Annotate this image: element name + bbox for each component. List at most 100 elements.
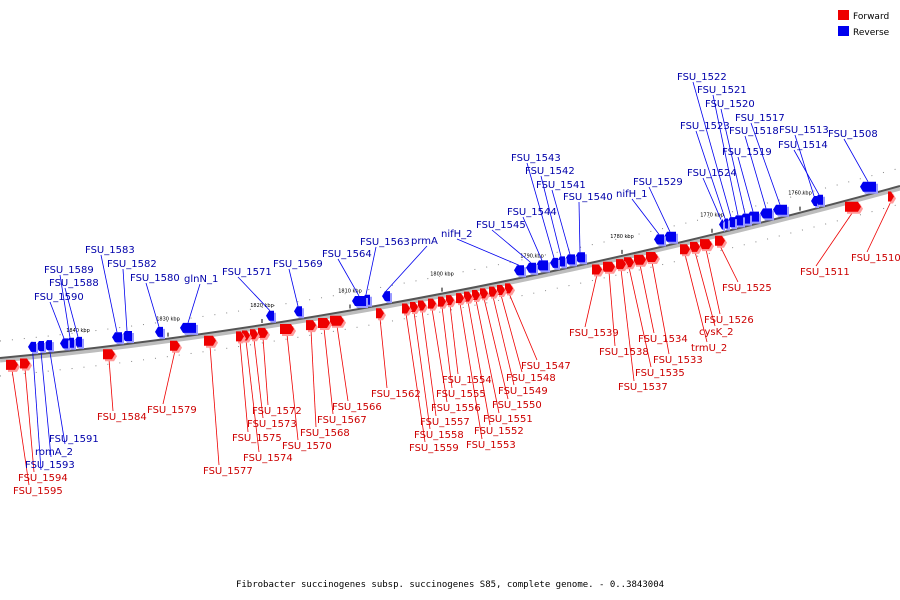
label-fsu-1543[interactable]: FSU_1543 xyxy=(511,153,561,164)
gene-fsu-1568[interactable] xyxy=(306,320,316,331)
label-fsu-1542[interactable]: FSU_1542 xyxy=(525,166,575,177)
gene-fsu-1571[interactable] xyxy=(266,310,274,321)
gene-fsu-1593[interactable] xyxy=(28,341,36,352)
gene-fsu-1539[interactable] xyxy=(592,264,602,275)
label-fsu-1569[interactable]: FSU_1569 xyxy=(273,259,323,270)
label-fsu-1571[interactable]: FSU_1571 xyxy=(222,267,272,278)
gene-fsu-1525[interactable] xyxy=(715,235,725,246)
label-fsu-1595[interactable]: FSU_1595 xyxy=(13,486,63,497)
gene-fsu-1549[interactable] xyxy=(489,286,497,297)
gene-fsu-1595[interactable] xyxy=(6,359,18,370)
gene-fsu-1543[interactable] xyxy=(550,257,558,268)
label-fsu-1567[interactable]: FSU_1567 xyxy=(317,415,367,426)
gene-fsu-1524[interactable] xyxy=(719,219,723,230)
gene-prma[interactable] xyxy=(382,291,390,302)
gene-fsu-1579[interactable] xyxy=(170,340,180,351)
gene-fsu-1554[interactable] xyxy=(446,295,454,306)
label-fsu-1533[interactable]: FSU_1533 xyxy=(653,355,703,366)
gene-fsu-1594[interactable] xyxy=(20,358,30,369)
label-fsu-1583[interactable]: FSU_1583 xyxy=(85,245,135,256)
label-nifh-1[interactable]: nifH_1 xyxy=(616,189,648,200)
gene-fsu-1540[interactable] xyxy=(575,252,585,263)
gene-fsu-1577[interactable] xyxy=(204,335,216,346)
gene-fsu-1557[interactable] xyxy=(418,300,426,311)
label-fsu-1570[interactable]: FSU_1570 xyxy=(282,441,332,452)
label-fsu-1523[interactable]: FSU_1523 xyxy=(680,121,730,132)
label-fsu-1584[interactable]: FSU_1584 xyxy=(97,412,147,423)
label-fsu-1582[interactable]: FSU_1582 xyxy=(107,259,157,270)
label-fsu-1511[interactable]: FSU_1511 xyxy=(800,267,850,278)
label-fsu-1529[interactable]: FSU_1529 xyxy=(633,177,683,188)
label-fsu-1526[interactable]: FSU_1526 xyxy=(704,315,754,326)
label-fsu-1538[interactable]: FSU_1538 xyxy=(599,347,649,358)
gene-fsu-1529[interactable] xyxy=(664,231,676,242)
gene-cysk-2[interactable] xyxy=(690,241,700,252)
label-fsu-1551[interactable]: FSU_1551 xyxy=(483,414,533,425)
label-fsu-1544[interactable]: FSU_1544 xyxy=(507,207,557,218)
label-fsu-1575[interactable]: FSU_1575 xyxy=(232,433,282,444)
gene-fsu-1541[interactable] xyxy=(565,254,575,265)
gene-fsu-1550[interactable] xyxy=(480,288,488,299)
label-fsu-1550[interactable]: FSU_1550 xyxy=(492,400,542,411)
label-fsu-1553[interactable]: FSU_1553 xyxy=(466,440,516,451)
label-fsu-1513[interactable]: FSU_1513 xyxy=(779,125,829,136)
gene-fsu-1584[interactable] xyxy=(103,349,115,360)
label-fsu-1508[interactable]: FSU_1508 xyxy=(828,129,878,140)
gene-fsu-1533[interactable] xyxy=(646,251,658,262)
label-fsu-1534[interactable]: FSU_1534 xyxy=(638,334,688,345)
label-fsu-1524[interactable]: FSU_1524 xyxy=(687,168,737,179)
label-fsu-1562[interactable]: FSU_1562 xyxy=(371,389,421,400)
gene-fsu-1569[interactable] xyxy=(294,306,302,317)
gene-fsu-1510[interactable] xyxy=(888,191,894,202)
label-fsu-1579[interactable]: FSU_1579 xyxy=(147,405,197,416)
label-fsu-1563[interactable]: FSU_1563 xyxy=(360,237,410,248)
gene-fsu-1518[interactable] xyxy=(760,208,772,219)
gene-fsu-1513[interactable] xyxy=(811,196,817,207)
label-fsu-1568[interactable]: FSU_1568 xyxy=(300,428,350,439)
label-roma-2[interactable]: romA_2 xyxy=(35,447,73,458)
label-nifh-2[interactable]: nifH_2 xyxy=(441,229,473,240)
label-fsu-1577[interactable]: FSU_1577 xyxy=(203,466,253,477)
gene-fsu-1534[interactable] xyxy=(634,254,646,265)
label-fsu-1525[interactable]: FSU_1525 xyxy=(722,283,772,294)
gene-fsu-1552[interactable] xyxy=(464,291,472,302)
label-fsu-1549[interactable]: FSU_1549 xyxy=(498,386,548,397)
label-fsu-1591[interactable]: FSU_1591 xyxy=(49,434,99,445)
gene-fsu-1547[interactable] xyxy=(505,283,513,294)
label-fsu-1580[interactable]: FSU_1580 xyxy=(130,273,180,284)
gene-fsu-1538[interactable] xyxy=(603,261,615,272)
gene-glnn-1[interactable] xyxy=(180,322,196,333)
gene-fsu-1548[interactable] xyxy=(497,284,505,295)
label-fsu-1552[interactable]: FSU_1552 xyxy=(474,426,524,437)
gene-fsu-1582[interactable] xyxy=(122,330,132,341)
label-fsu-1510[interactable]: FSU_1510 xyxy=(851,253,900,264)
label-fsu-1556[interactable]: FSU_1556 xyxy=(431,403,481,414)
label-fsu-1573[interactable]: FSU_1573 xyxy=(247,419,297,430)
label-fsu-1519[interactable]: FSU_1519 xyxy=(722,147,772,158)
gene-fsu-1564[interactable] xyxy=(352,295,366,306)
label-prma[interactable]: prmA xyxy=(411,236,438,247)
label-fsu-1547[interactable]: FSU_1547 xyxy=(521,361,571,372)
gene-nifh-2[interactable] xyxy=(514,265,524,276)
label-glnn-1[interactable]: glnN_1 xyxy=(184,274,218,285)
gene-fsu-1558[interactable] xyxy=(410,301,418,312)
label-fsu-1539[interactable]: FSU_1539 xyxy=(569,328,619,339)
gene-fsu-1553[interactable] xyxy=(456,293,464,304)
gene-fsu-1508[interactable] xyxy=(860,181,876,192)
gene-fsu-1562[interactable] xyxy=(376,308,384,319)
label-fsu-1514[interactable]: FSU_1514 xyxy=(778,140,828,151)
gene-trmu-2[interactable] xyxy=(680,244,690,255)
gene-fsu-1573[interactable] xyxy=(250,329,258,340)
gene-fsu-1556[interactable] xyxy=(428,298,436,309)
label-fsu-1540[interactable]: FSU_1540 xyxy=(563,192,613,203)
gene-fsu-1570[interactable] xyxy=(280,324,294,335)
gene-fsu-1526[interactable] xyxy=(700,239,712,250)
label-fsu-1520[interactable]: FSU_1520 xyxy=(705,99,755,110)
label-fsu-1594[interactable]: FSU_1594 xyxy=(18,473,68,484)
label-fsu-1521[interactable]: FSU_1521 xyxy=(697,85,747,96)
label-fsu-1554[interactable]: FSU_1554 xyxy=(442,375,492,386)
label-fsu-1564[interactable]: FSU_1564 xyxy=(322,249,372,260)
label-fsu-1545[interactable]: FSU_1545 xyxy=(476,220,526,231)
gene-fsu-1559[interactable] xyxy=(402,303,410,314)
label-fsu-1593[interactable]: FSU_1593 xyxy=(25,460,75,471)
